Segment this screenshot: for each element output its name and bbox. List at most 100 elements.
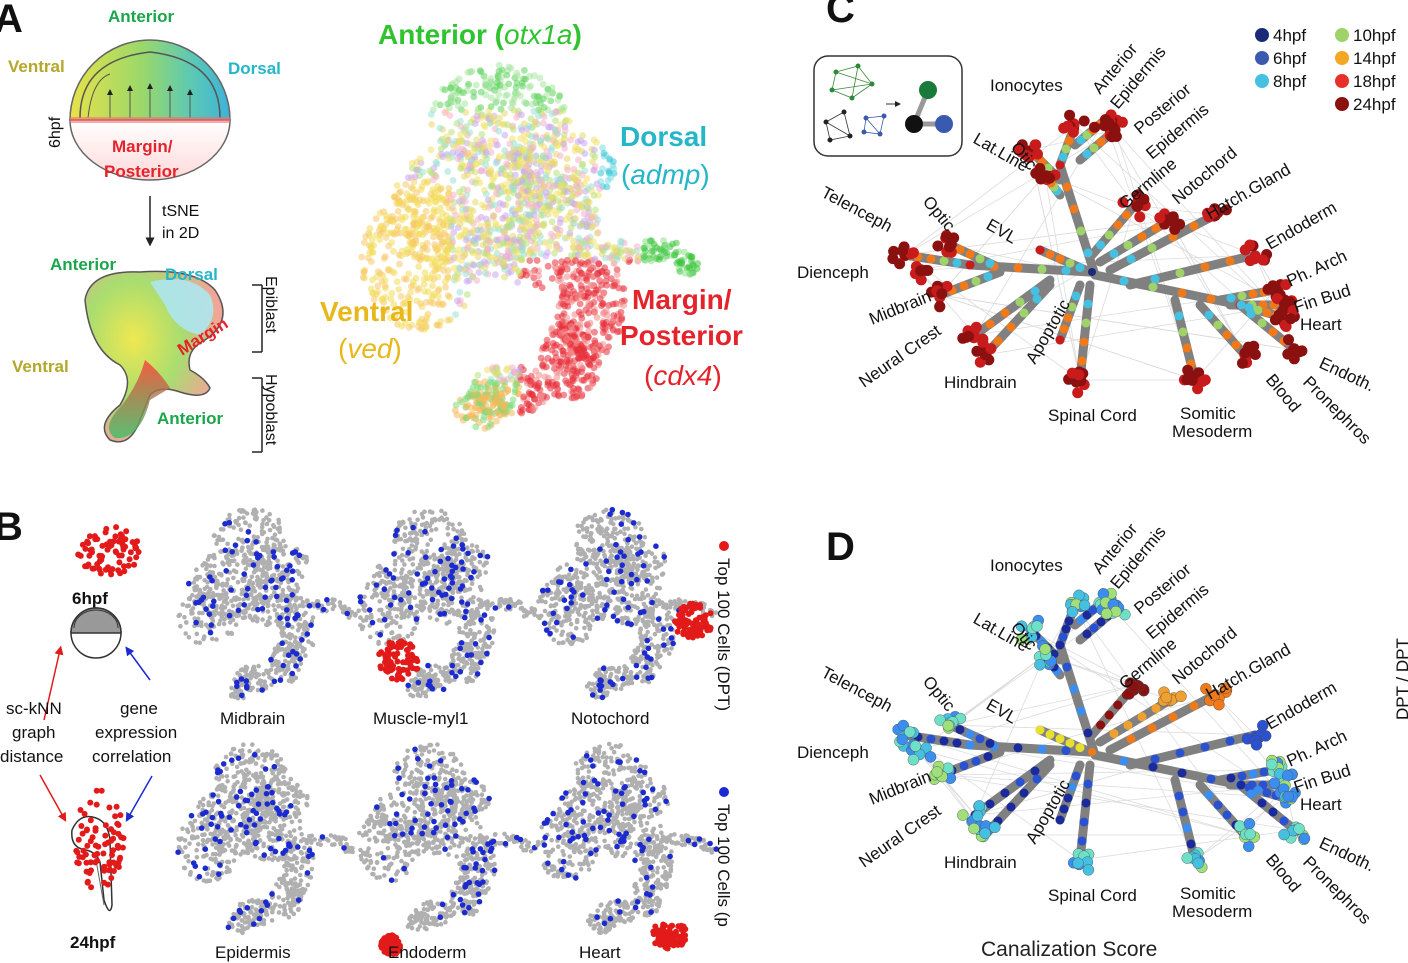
mini-cell <box>287 632 292 637</box>
tsne-cell <box>492 159 500 167</box>
mini-cell <box>497 601 502 606</box>
tsne-cell <box>503 71 511 79</box>
mini-cell <box>446 521 452 526</box>
tsne-cell <box>538 284 546 291</box>
mini-blue-cell <box>437 558 444 565</box>
tsne-cell <box>492 190 500 198</box>
mini-blue-cell <box>447 573 454 579</box>
mini-cell <box>261 572 266 578</box>
tsne-cell <box>556 92 563 100</box>
mini-blue-cell <box>460 546 466 552</box>
mini-red-cell <box>127 549 134 556</box>
embryo-margin-label: Margin/ <box>112 137 173 156</box>
mini-cell <box>310 615 316 620</box>
tsne-cell <box>463 261 471 269</box>
mini-cell <box>207 569 213 575</box>
tsne-cell <box>569 244 577 252</box>
tsne-cell <box>429 176 437 184</box>
mini-cell <box>265 609 271 614</box>
mini-cell <box>416 672 421 678</box>
tsne-cell <box>617 308 625 316</box>
tsne-cell <box>509 126 517 133</box>
mini-cell <box>210 590 216 596</box>
mini-red-cell <box>397 674 404 681</box>
mini-cell <box>292 639 298 644</box>
mini-cell <box>476 665 481 671</box>
mini-cell <box>261 672 266 677</box>
mini-cell <box>561 587 567 592</box>
tsne-cell <box>544 135 551 142</box>
tsne-cell <box>381 277 389 284</box>
mini-cell <box>256 593 261 599</box>
mini-cell <box>264 622 269 628</box>
mini-red-cell <box>126 556 133 563</box>
tsne-cell <box>473 384 481 392</box>
tsne-cell <box>444 292 452 300</box>
tsne-cell <box>655 255 663 263</box>
tsne-cell <box>577 361 584 369</box>
tsne-cell <box>633 243 641 251</box>
mini-cell <box>413 544 419 549</box>
tsne-cell <box>429 282 436 290</box>
tsne-cell <box>455 102 462 110</box>
tsne-cell <box>663 249 670 257</box>
tsne-cell <box>499 215 507 222</box>
tsne-cell <box>452 211 459 219</box>
tsne-cell <box>459 195 467 203</box>
tsne-cell <box>513 380 521 388</box>
mini-blue-cell <box>270 549 277 555</box>
mini-cell <box>297 624 303 630</box>
mini-cell <box>208 563 213 569</box>
tsne-cell <box>493 380 501 387</box>
mini-cell <box>253 674 259 680</box>
mini-blue-cell <box>244 685 250 691</box>
tsne-cell <box>548 110 556 118</box>
tsne-cell <box>487 254 495 261</box>
mini-blue-cell <box>243 592 250 599</box>
tsne-cell <box>576 300 584 308</box>
tsne-cell <box>522 138 529 145</box>
red-text-3: distance <box>0 747 63 766</box>
blue-text-2: expression <box>95 723 177 742</box>
tsne-cell <box>424 288 432 296</box>
mini-cell <box>427 608 433 614</box>
mini-cell <box>279 597 284 603</box>
mini-cell <box>241 597 246 602</box>
tsne-cell <box>559 350 567 358</box>
mini-cell <box>465 545 470 550</box>
tsne-cell <box>474 108 482 115</box>
mini-blue-cell <box>223 568 229 574</box>
tsne-cell <box>540 119 547 127</box>
scatter-margin-label-1: Margin/ <box>632 284 732 315</box>
tsne-cell <box>528 124 535 131</box>
tsne-cell <box>480 258 488 266</box>
mini-cell <box>397 633 402 639</box>
mini-cell <box>463 645 468 651</box>
tsne-cell <box>554 385 561 393</box>
mini-cell <box>374 591 379 597</box>
mini-cell <box>275 649 280 654</box>
mini-cell <box>421 606 426 612</box>
tsne-cell <box>426 275 434 282</box>
mini-cell <box>270 535 275 541</box>
tsne-cell <box>493 96 501 104</box>
mini-red-cell <box>131 539 138 546</box>
mini-blue-cell <box>244 537 250 544</box>
mini-cell <box>629 593 635 598</box>
tsne-cell <box>444 168 452 175</box>
mini-cell <box>285 664 291 670</box>
mini-blue-cell <box>427 683 434 689</box>
tsne-cell <box>575 345 583 353</box>
tsne-cell <box>539 361 547 369</box>
tsne-cell <box>470 390 478 397</box>
mini-cell <box>427 509 433 514</box>
tsne-cell <box>443 248 451 256</box>
mini-red-cell <box>91 533 98 540</box>
mini-red-cell <box>108 542 115 549</box>
red-text-1: sc-kNN <box>6 699 62 718</box>
tsne-cell <box>393 278 401 286</box>
tsne-cell <box>490 401 497 408</box>
tsne-cell <box>564 261 571 269</box>
mini-blue-cell <box>308 622 314 628</box>
red-arrow-up <box>43 645 64 721</box>
